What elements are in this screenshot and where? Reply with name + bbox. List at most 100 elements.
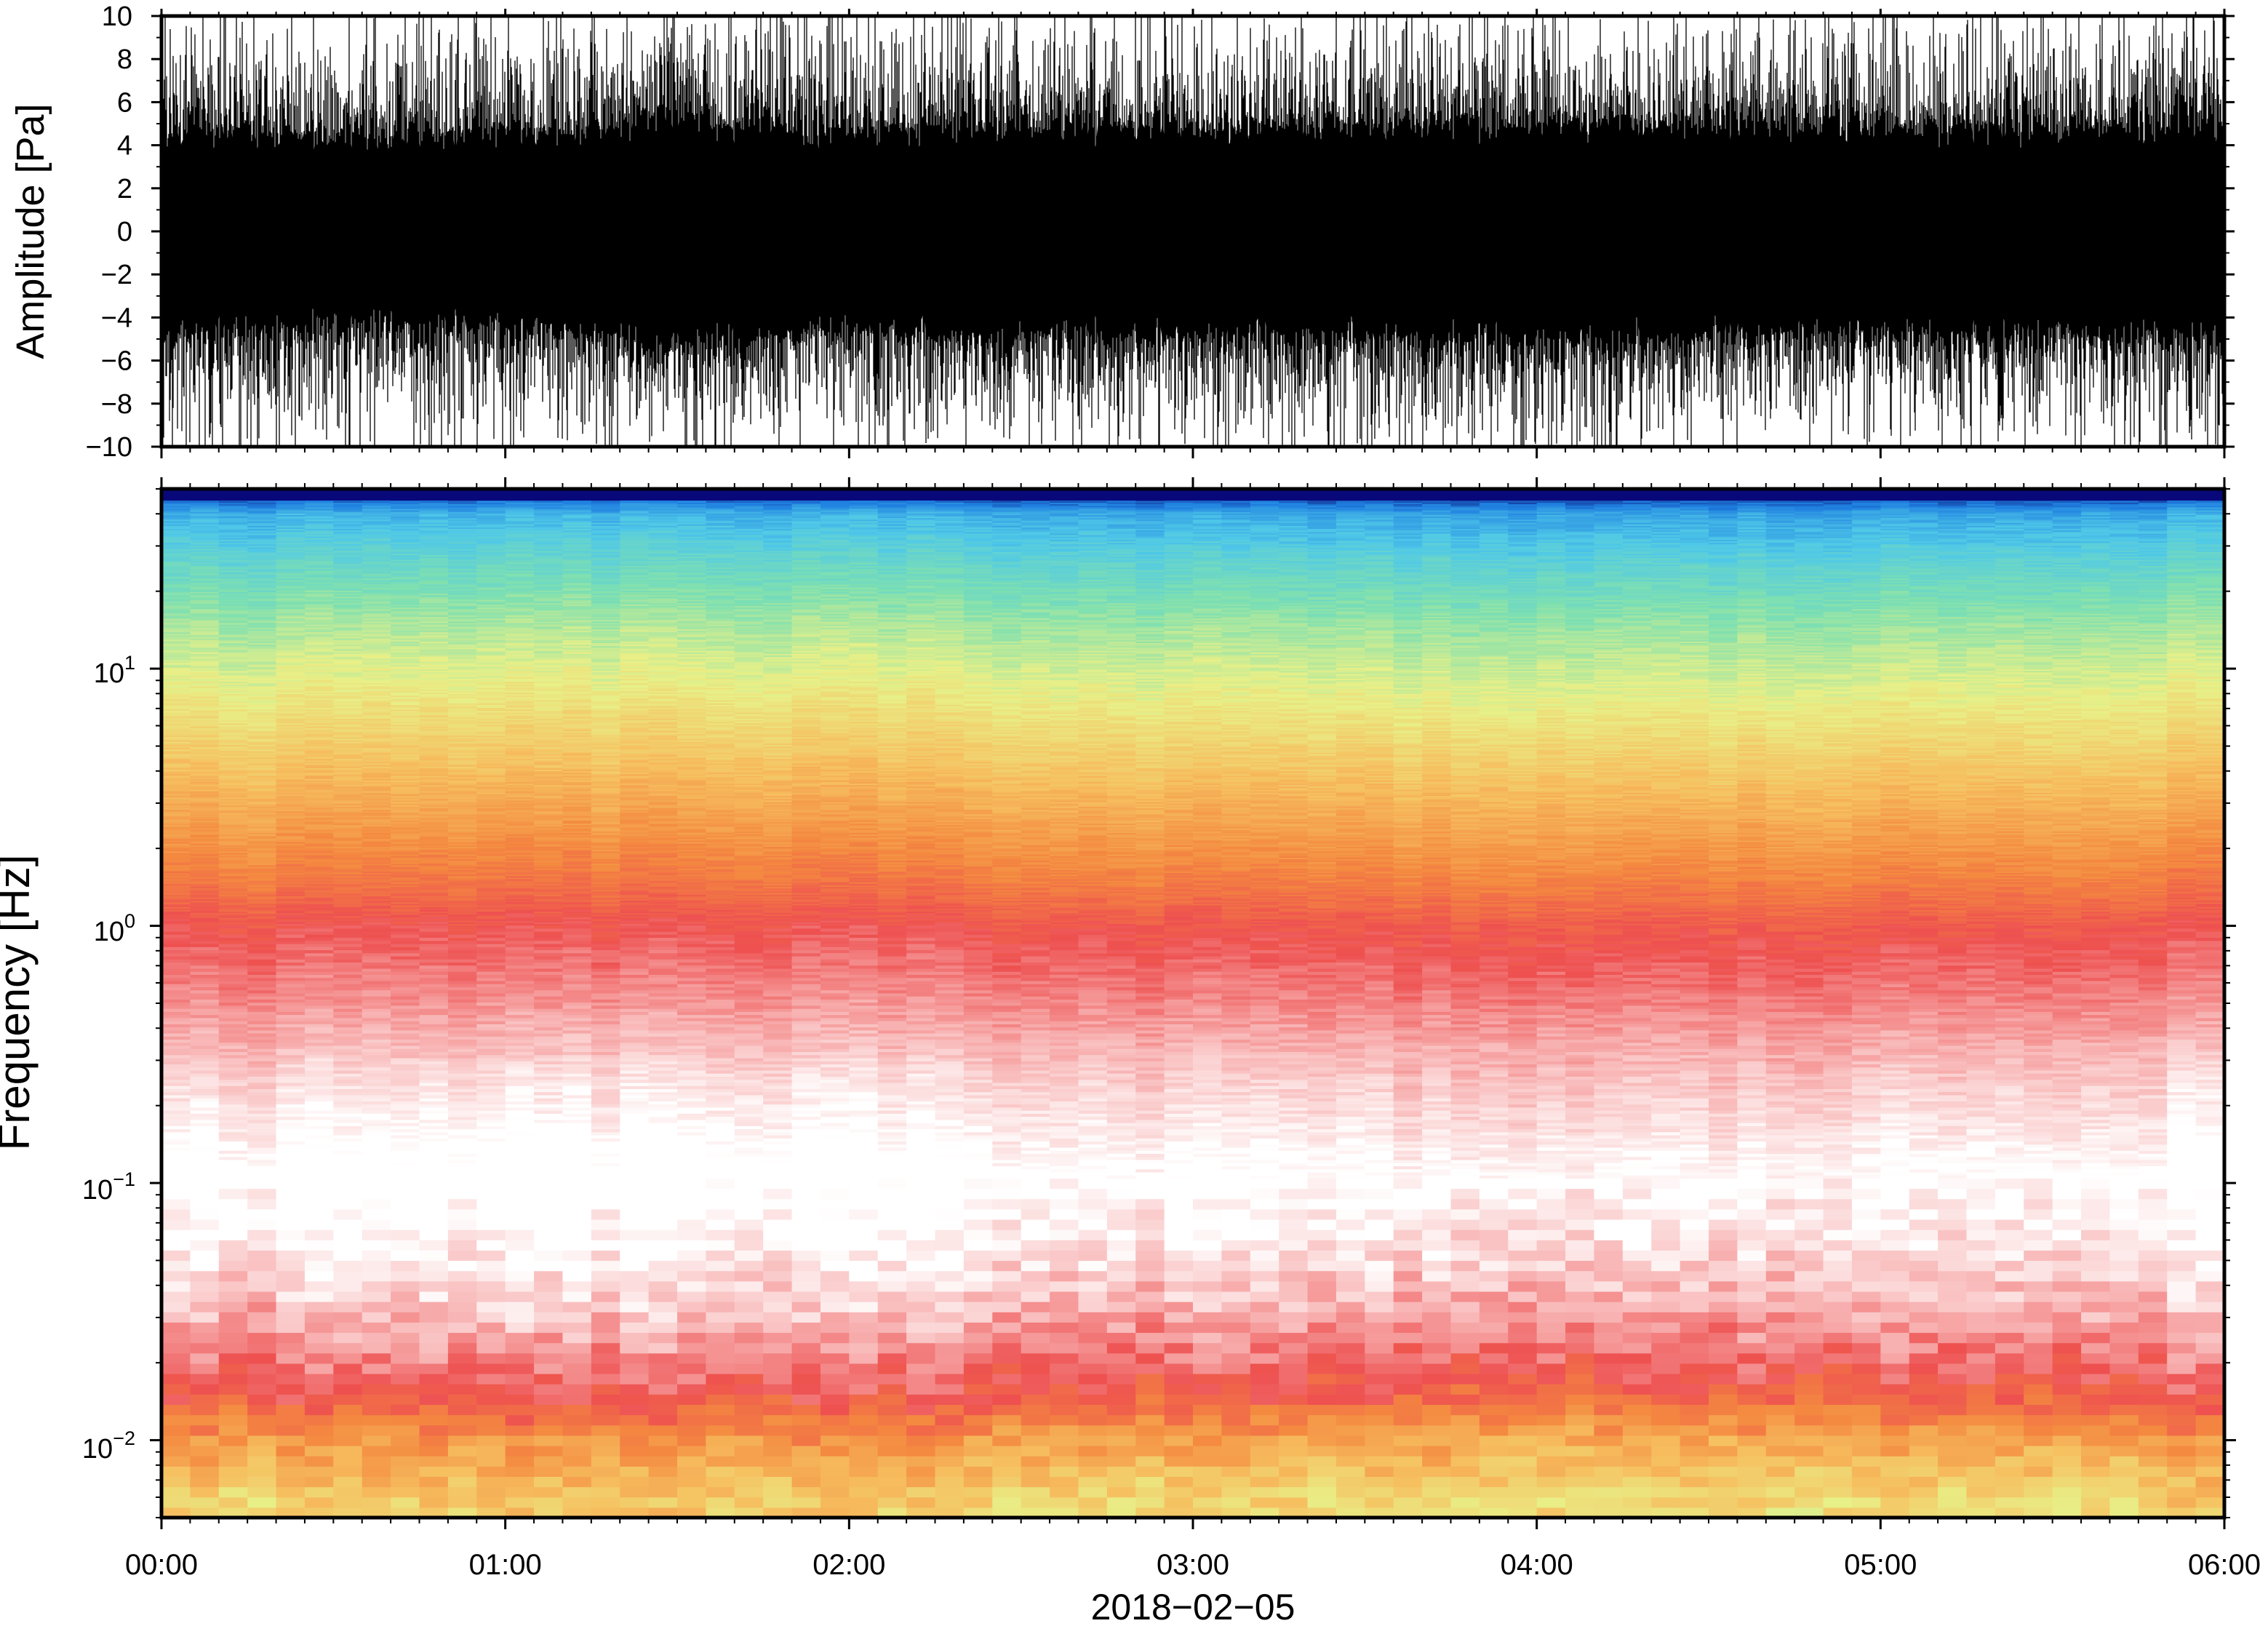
spectrogram-cell <box>1221 1209 1250 1220</box>
spectrogram-cell <box>448 1250 477 1261</box>
spectrogram-cell <box>591 1394 620 1405</box>
spectrogram-cell <box>2139 1456 2168 1467</box>
spectrogram-cell <box>1623 1175 1652 1179</box>
spectrogram-cell <box>1766 1189 1795 1200</box>
spectrogram-cell <box>1938 1083 1967 1086</box>
spectrogram-cell <box>1794 1080 1824 1083</box>
spectrogram-cell <box>1852 1261 1881 1272</box>
spectrogram-cell <box>1394 1147 1423 1151</box>
spectrogram-cell <box>1021 1384 1050 1395</box>
spectrogram-cell <box>1279 1250 1308 1261</box>
spectrogram-cell <box>2024 1160 2053 1163</box>
spectrogram-cell <box>2053 1435 2082 1446</box>
spectrogram-cell <box>706 1363 735 1374</box>
spectrogram-cell <box>276 1322 306 1333</box>
spectrogram-cell <box>2053 1101 2082 1104</box>
spectrogram-cell <box>1135 1169 1165 1173</box>
spectrogram-cell <box>420 1070 449 1074</box>
spectrogram-cell <box>735 1425 764 1436</box>
spectrogram-cell <box>1938 1132 1967 1136</box>
spectrogram-cell <box>1221 1117 1250 1120</box>
spectrogram-cell <box>2167 1113 2196 1117</box>
spectrogram-cell <box>1394 1363 1423 1374</box>
spectrogram-cell <box>2081 1172 2110 1176</box>
spectrogram-cell <box>1050 1199 1079 1210</box>
spectrogram-cell <box>2053 1209 2082 1220</box>
spectrogram-cell <box>1165 1374 1194 1384</box>
spectrogram-cell <box>362 1332 391 1343</box>
spectrogram-cell <box>1824 1150 1853 1154</box>
spectrogram-cell <box>1165 1067 1194 1071</box>
spectrogram-cell <box>1594 1138 1623 1141</box>
spectrogram-cell <box>1565 1141 1594 1144</box>
spectrogram-cell <box>1480 1209 1509 1220</box>
spectrogram-cell <box>1336 1092 1365 1096</box>
spectrogram-cell <box>2024 1129 2053 1133</box>
spectrogram-cell <box>2053 1076 2082 1080</box>
spectrogram-cell <box>1794 1343 1824 1354</box>
spectrogram-cell <box>1565 1476 1594 1487</box>
spectrogram-cell <box>448 1123 477 1126</box>
spectrogram-cell <box>1221 1404 1250 1415</box>
spectrogram-cell <box>1422 1175 1451 1179</box>
spectrogram-cell <box>792 1353 821 1364</box>
spectrogram-cell <box>1766 1153 1795 1157</box>
spectrogram-cell <box>992 1497 1021 1508</box>
spectrogram-cell <box>1794 1113 1824 1117</box>
spectrogram-cell <box>878 1125 907 1129</box>
spectrogram-cell <box>305 1120 334 1123</box>
spectrogram-cell <box>1078 1230 1107 1240</box>
spectrogram-cell <box>1107 1230 1136 1240</box>
spectrogram-cell <box>1193 1178 1222 1189</box>
spectrogram-cell <box>1250 1144 1279 1148</box>
spectrogram-cell <box>305 1135 334 1139</box>
spectrogram-cell <box>2167 1487 2196 1498</box>
spectrogram-cell <box>420 1095 449 1099</box>
spectrogram-cell <box>190 1138 219 1141</box>
spectrogram-cell <box>649 1163 678 1166</box>
spectrogram-cell <box>2024 1085 2053 1089</box>
spectrogram-cell <box>1480 1302 1509 1312</box>
spectrogram-cell <box>1794 1169 1824 1173</box>
spectrogram-cell <box>792 1104 821 1108</box>
spectrogram-cell <box>476 1374 506 1384</box>
spectrogram-cell <box>1050 1178 1079 1189</box>
spectrogram-cell <box>1107 1172 1136 1176</box>
spectrogram-cell <box>2167 1107 2196 1111</box>
spectrogram-cell <box>1221 1080 1250 1083</box>
spectrogram-cell <box>992 1199 1021 1210</box>
spectrogram-cell <box>1651 1384 1680 1395</box>
spectrogram-cell <box>706 1085 735 1089</box>
spectrogram-cell <box>1107 1157 1136 1160</box>
spectrogram-cell <box>1737 1261 1766 1272</box>
spectrogram-cell <box>1508 1384 1537 1395</box>
spectrogram-cell <box>1737 1384 1766 1395</box>
spectrogram-cell <box>820 1291 850 1302</box>
spectrogram-cell <box>476 1076 506 1080</box>
spectrogram-cell <box>2109 1219 2139 1230</box>
spectrogram-cell <box>935 1374 965 1384</box>
spectrogram-cell <box>1537 1178 1566 1189</box>
spectrogram-cell <box>1651 1343 1680 1354</box>
spectrogram-cell <box>2109 1312 2139 1323</box>
spectrogram-cell <box>1651 1446 1680 1456</box>
spectrogram-cell <box>391 1384 420 1395</box>
spectrogram-cell <box>1852 1163 1881 1166</box>
spectrogram-cell <box>1508 1312 1537 1323</box>
spectrogram-cell <box>935 1157 965 1160</box>
spectrogram-cell <box>276 1302 306 1312</box>
spectrogram-cell <box>1880 1104 1909 1108</box>
spectrogram-cell <box>620 1394 649 1405</box>
spectrogram-cell <box>1995 1135 2024 1139</box>
spectrogram-cell <box>1709 1240 1738 1251</box>
spectrogram-cell <box>1135 1487 1165 1498</box>
spectrogram-cell <box>1537 1425 1566 1436</box>
spectrogram-cell <box>1078 1157 1107 1160</box>
spectrogram-cell <box>849 1076 878 1080</box>
spectrogram-cell <box>506 1456 535 1467</box>
spectrogram-cell <box>1594 1104 1623 1108</box>
spectrogram-cell <box>506 1219 535 1230</box>
spectrogram-cell <box>706 1110 735 1114</box>
spectrogram-cell <box>1852 1384 1881 1395</box>
spectrogram-cell <box>1394 1138 1423 1141</box>
